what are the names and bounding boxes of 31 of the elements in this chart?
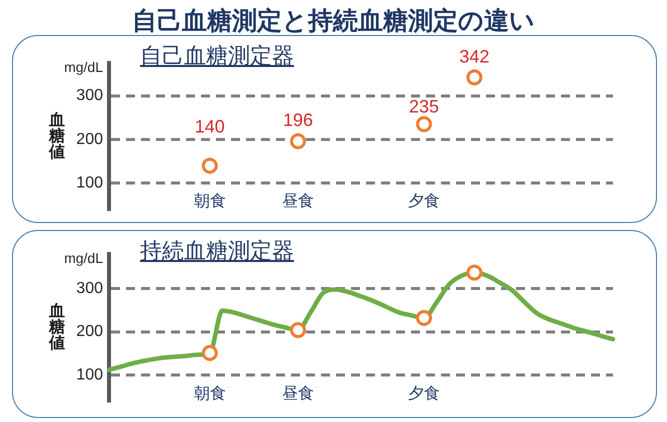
data-label: 140 <box>194 116 225 136</box>
chart-title: 持続血糖測定器 <box>140 238 294 263</box>
chart-title: 自己血糖測定と持続血糖測定の違い <box>132 7 535 35</box>
y-tick-label: 200 <box>76 130 104 148</box>
y-tick-label: 100 <box>76 174 104 192</box>
point <box>416 310 432 326</box>
data-label: 342 <box>459 46 490 66</box>
point <box>202 158 218 174</box>
data-label: 196 <box>282 110 314 130</box>
point <box>290 322 306 338</box>
x-tick-label: 昼食 <box>282 192 314 210</box>
y-axis-title: 血糖値 <box>49 112 65 161</box>
x-tick-label: 夕食 <box>408 384 440 402</box>
y-tick-label: 300 <box>76 280 104 297</box>
data-label: 235 <box>408 96 440 117</box>
point <box>466 69 482 86</box>
x-tick-label: 夕食 <box>408 192 440 210</box>
y-axis-title: 血糖値 <box>49 302 65 352</box>
y-tick-label: 100 <box>76 366 104 384</box>
chart-subtitle: 自己血糖測定器 <box>140 43 294 68</box>
x-tick-label: 朝食 <box>194 384 226 402</box>
x-tick-label: 朝食 <box>194 192 226 210</box>
y-tick-label: 300 <box>76 87 104 104</box>
point <box>416 116 432 132</box>
y-tick-label: 200 <box>76 323 104 340</box>
x-tick-label: 昼食 <box>282 384 314 402</box>
text: mg/dL <box>64 59 103 75</box>
text: mg/dL <box>64 250 103 266</box>
point <box>290 133 306 150</box>
point <box>202 345 218 362</box>
point <box>466 264 482 281</box>
